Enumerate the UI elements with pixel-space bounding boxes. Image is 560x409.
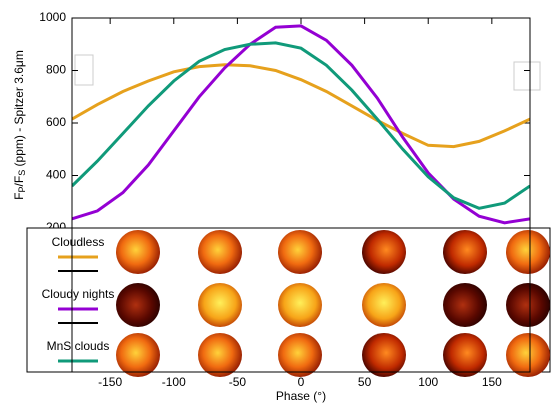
x-tick-label: -150	[98, 375, 122, 389]
legend: Cloudless Cloudy nights MnS clouds	[42, 235, 115, 363]
planet-map	[278, 333, 322, 377]
y-label-part: F	[12, 192, 26, 199]
planet-map	[278, 230, 322, 274]
planet-map	[116, 230, 160, 274]
planet-map	[362, 230, 406, 274]
planet-map	[443, 230, 487, 274]
planet-map	[198, 283, 242, 327]
x-tick-label: 150	[482, 375, 502, 389]
y-tick-label: 1000	[39, 10, 66, 24]
planet-map	[116, 283, 160, 327]
y-tick-label: 800	[46, 63, 66, 77]
legend-label: MnS clouds	[47, 339, 110, 353]
legend-label: Cloudless	[52, 235, 105, 249]
y-tick-label: 400	[46, 168, 66, 182]
planet-map	[506, 230, 550, 274]
y-tick-label: 600	[46, 115, 66, 129]
x-tick-label: 50	[358, 375, 372, 389]
planet-map	[362, 333, 406, 377]
planet-map	[198, 333, 242, 377]
planet-map	[443, 283, 487, 327]
x-tick-label: 100	[418, 375, 438, 389]
series-line	[72, 63, 530, 149]
planet-map	[506, 333, 550, 377]
planet-map	[506, 283, 550, 327]
y-label-part: P	[17, 186, 27, 192]
planet-maps	[116, 230, 550, 377]
series-line	[72, 41, 530, 210]
planet-map	[116, 333, 160, 377]
artifact-box	[513, 61, 541, 91]
x-tick-label: -50	[229, 375, 247, 389]
y-label-part: S	[17, 170, 27, 176]
y-label-part: /F	[12, 176, 26, 187]
planet-map	[278, 283, 322, 327]
series-line	[72, 24, 530, 225]
planet-map	[362, 283, 406, 327]
legend-label: Cloudy nights	[42, 287, 115, 301]
plot-frame	[71, 17, 531, 373]
x-tick-label: -100	[162, 375, 186, 389]
plot-lines	[72, 24, 530, 225]
y-label-part: (ppm) - Spitzer 3.6μm	[12, 50, 26, 170]
planet-map	[198, 230, 242, 274]
y-axis-label: FP/FS (ppm) - Spitzer 3.6μm	[12, 50, 27, 200]
x-tick-label: 0	[298, 375, 305, 389]
x-axis-label: Phase (°)	[276, 389, 326, 403]
planet-map	[443, 333, 487, 377]
